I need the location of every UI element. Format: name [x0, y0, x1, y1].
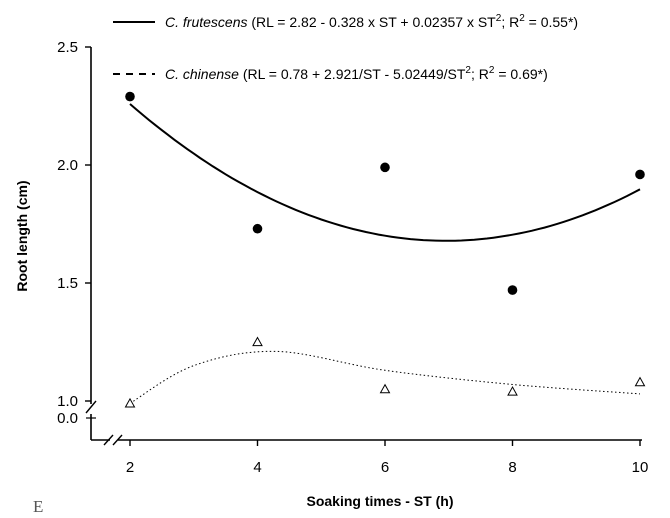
data-point-chinense [252, 336, 263, 347]
legend-series-name-chinense: C. chinense [165, 66, 239, 82]
data-point-frutescens [252, 223, 263, 234]
data-point-frutescens [507, 285, 518, 295]
fit-curve-frutescens [129, 103, 641, 242]
y-tick-label: 2.5 [57, 39, 78, 56]
data-point-frutescens [125, 91, 135, 102]
y-axis-break-mark [85, 400, 97, 414]
data-points [124, 91, 646, 408]
x-tick-label: 2 [126, 459, 134, 476]
x-axis-break-mark [103, 434, 114, 446]
legend-entry-frutescens: C. frutescens (RL = 2.82 - 0.328 x ST + … [165, 13, 578, 30]
x-tick-label: 10 [632, 459, 649, 476]
data-point-chinense [379, 383, 391, 394]
x-tick-label: 4 [253, 459, 261, 476]
x-axis-break-mark [112, 434, 123, 446]
panel-letter: E [33, 497, 43, 516]
data-point-chinense [124, 397, 136, 408]
data-point-frutescens [380, 162, 390, 173]
fit-curves [129, 103, 641, 404]
y-tick-label: 0.0 [57, 410, 78, 427]
axes: 1.0 1.5 2.0 2.5 0.0 2 4 6 8 10 [57, 39, 648, 476]
y-axis-label: Root length (cm) [14, 180, 30, 291]
legend: C. frutescens (RL = 2.82 - 0.328 x ST + … [113, 13, 578, 82]
x-tick-label: 6 [381, 459, 389, 476]
data-point-chinense [634, 376, 646, 387]
data-point-chinense [507, 386, 518, 396]
y-tick-label: 1.5 [57, 275, 78, 292]
x-axis-label: Soaking times - ST (h) [306, 493, 453, 509]
legend-entry-chinense: C. chinense (RL = 0.78 + 2.921/ST - 5.02… [165, 65, 548, 82]
y-tick-label: 2.0 [57, 157, 78, 174]
legend-series-name-frutescens: C. frutescens [165, 14, 247, 30]
fit-curve-chinense [129, 350, 641, 404]
x-tick-label: 8 [508, 459, 516, 476]
y-tick-label: 1.0 [57, 393, 78, 410]
data-point-frutescens [635, 169, 645, 180]
